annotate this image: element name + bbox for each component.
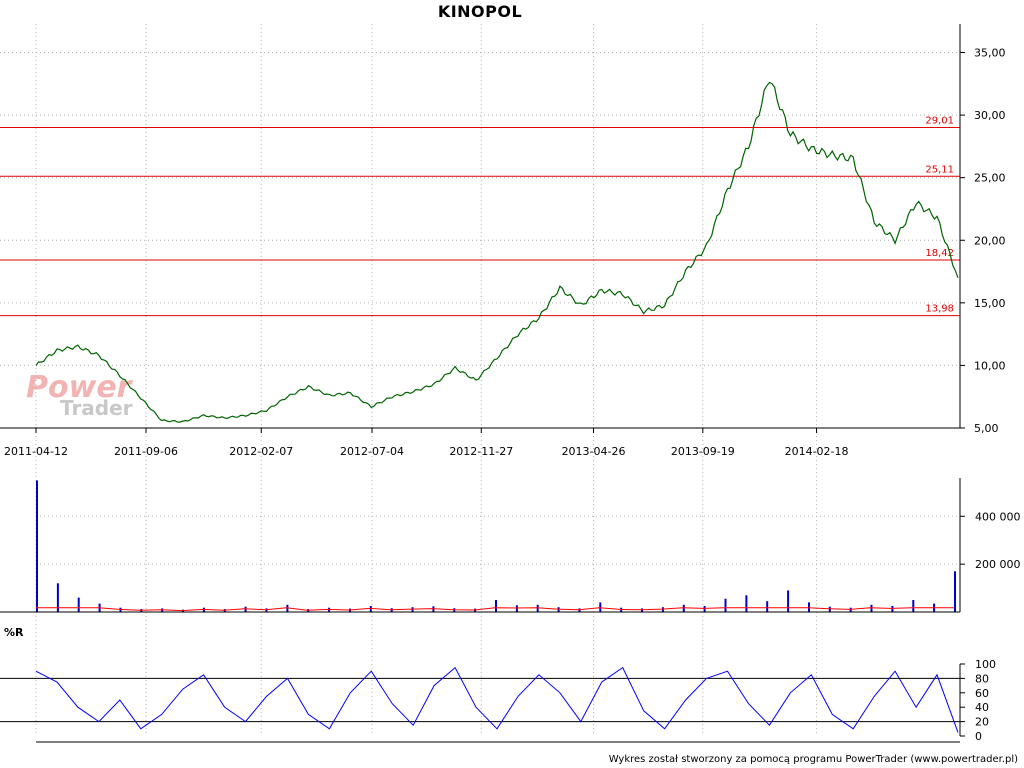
y-tick-label: 15,00 <box>974 297 1006 310</box>
percent-r-tick-label: 40 <box>975 701 989 714</box>
level-label: 25,11 <box>925 164 954 175</box>
y-tick-label: 5,00 <box>974 422 999 435</box>
y-tick-label: 30,00 <box>974 109 1006 122</box>
volume-bar <box>411 607 414 612</box>
volume-bar <box>954 571 956 612</box>
volume-bar <box>849 607 852 612</box>
volume-bar <box>870 604 873 612</box>
price-line <box>35 81 959 423</box>
percent-r-panel: %R <box>0 626 960 733</box>
volume-bar <box>495 600 497 612</box>
y-tick-label: 35,00 <box>974 47 1006 60</box>
x-tick-label: 2012-11-27 <box>449 445 513 458</box>
volume-bar <box>244 606 247 612</box>
x-tick-label: 2012-07-04 <box>340 445 404 458</box>
volume-bar <box>515 605 518 612</box>
volume-bar <box>599 602 602 612</box>
chart-title: KINOPOL <box>437 2 523 21</box>
volume-average-line <box>36 607 954 612</box>
x-tick-label: 2011-04-12 <box>4 445 68 458</box>
grid <box>0 24 960 736</box>
volume-bar <box>369 606 372 612</box>
percent-r-label: %R <box>4 626 24 639</box>
percent-r-tick-label: 60 <box>975 687 989 700</box>
volume-bar <box>828 606 831 612</box>
y-tick-label: 25,00 <box>974 172 1006 185</box>
x-tick-label: 2012-02-07 <box>229 445 293 458</box>
watermark-power: Power <box>26 370 134 405</box>
percent-r-tick-label: 100 <box>975 658 996 671</box>
x-tick-label: 2013-09-19 <box>671 445 735 458</box>
x-tick-label: 2013-04-26 <box>562 445 626 458</box>
x-tick-label: 2014-02-18 <box>785 445 849 458</box>
watermark-trader: Trader <box>60 396 133 420</box>
volume-bar <box>36 480 38 612</box>
volume-tick-label: 400 000 <box>975 510 1021 523</box>
volume-bar <box>787 590 790 612</box>
percent-r-line <box>35 666 959 733</box>
watermark: Power Trader <box>26 370 134 420</box>
volume-bar <box>891 606 894 612</box>
volume-bar <box>536 604 539 612</box>
price-panel: 29,01 25,11 18,42 13,98 <box>0 81 960 423</box>
axes: 2011-04-12 2011-09-06 2012-02-07 2012-07-04… <box>0 24 1021 743</box>
volume-bar <box>808 602 810 612</box>
volume-bar <box>766 601 769 612</box>
volume-bar <box>682 604 685 612</box>
y-tick-label: 20,00 <box>974 234 1006 247</box>
x-tick-label: 2011-09-06 <box>114 445 178 458</box>
percent-r-tick-label: 80 <box>975 672 989 685</box>
volume-panel <box>36 480 956 613</box>
volume-bar <box>912 600 915 612</box>
volume-bar <box>703 606 706 612</box>
volume-bar <box>77 597 80 612</box>
level-label: 13,98 <box>925 304 954 315</box>
volume-bar <box>724 598 727 612</box>
volume-bar <box>286 604 289 612</box>
y-tick-label: 10,00 <box>974 359 1006 372</box>
level-label: 18,42 <box>925 248 954 259</box>
volume-bar <box>661 607 664 612</box>
footer-credit: Wykres został stworzony za pomocą progra… <box>608 754 1018 765</box>
percent-r-tick-label: 20 <box>975 716 989 729</box>
percent-r-tick-label: 0 <box>975 730 982 743</box>
volume-bar <box>56 583 59 612</box>
volume-bar <box>745 595 748 613</box>
level-label: 29,01 <box>925 115 954 126</box>
volume-tick-label: 200 000 <box>975 558 1021 571</box>
